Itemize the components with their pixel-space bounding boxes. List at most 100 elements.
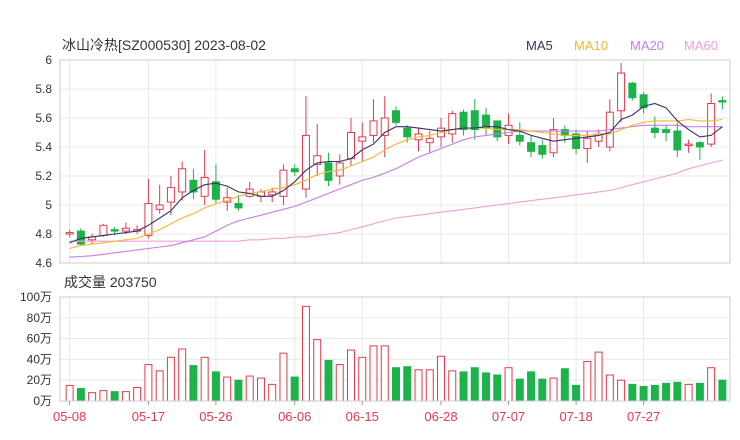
candle-down [459,111,468,131]
candle-up [178,168,187,193]
legend: MA5 MA10 MA20 MA60 [526,38,718,53]
volume-bar-up [448,370,457,402]
volume-bar-up [414,369,423,402]
ma60-line [69,159,723,242]
volume-bar-up [256,377,265,402]
volume-bar-down [470,367,479,402]
candle-down [650,127,659,133]
volume-bar-up [380,345,389,402]
volume-bar-down [493,374,502,402]
ma5-line [69,102,723,244]
candle-down [538,145,547,155]
volume-bar-down [76,388,85,402]
price-tick-label: 5.8 [35,82,52,96]
candle-down [639,94,648,109]
volume-bar-down [234,379,243,402]
date-tick-label: 05-08 [53,409,86,424]
candle-down [527,142,536,152]
volume-bar-down [662,382,671,402]
candle-down [695,142,704,148]
candle-up [268,191,277,196]
volume-bar-down [538,378,547,402]
volume-bar-up [594,351,603,402]
candle-up [223,197,232,203]
candle-down [290,168,299,173]
volume-bar-up [437,355,446,402]
candle-up [346,132,355,160]
volume-bar-up [144,364,153,402]
volume-bar-down [673,381,682,402]
volume-bar-down [392,367,400,402]
candle-down [515,134,524,142]
candle-up [301,134,310,190]
volume-bar-up [155,370,164,402]
volume-bar-up [358,356,367,402]
date-tick-label: 07-07 [492,409,525,424]
price-tick-label: 4.6 [35,256,52,270]
volume-axis-labels: 100万 80万 60万 40万 20万 0万 [20,290,52,408]
candle-down [662,129,671,134]
date-axis: 05-08 05-17 05-26 06-06 06-15 06-28 07-07 07-18… [53,401,660,424]
candle-down [470,110,479,131]
volume-bar-up [121,391,130,402]
volume-bar-down [650,384,659,402]
candle-up [358,136,367,142]
volume-bar-up [88,392,97,402]
legend-ma20: MA20 [630,38,664,53]
volume-label: 成交量 203750 [64,274,157,290]
volume-tick-label: 100万 [20,290,52,304]
candle-up [144,203,153,236]
volume-bar-up [268,383,277,402]
volume-bar-up [617,379,626,402]
candle-down [572,133,581,149]
candle-up [279,169,288,197]
candle-up [425,137,434,144]
volume-bar-up [549,377,558,402]
price-axis-labels: 6 5.8 5.6 5.4 5.2 5 4.8 4.6 [35,53,52,270]
candle-down [392,110,400,123]
volume-bar-up [504,367,513,402]
candle-down [673,130,682,151]
price-tick-label: 5.4 [35,140,52,154]
volume-bar-up [346,349,355,402]
chart-title: 冰山冷热[SZ000530] 2023-08-02 [62,37,266,53]
candle-up [684,143,693,147]
volume-bar-up [279,352,288,402]
candle-down [234,203,243,209]
volume-bar-up [605,374,614,402]
volume-bar-down [403,366,412,402]
volume-tick-label: 40万 [27,352,52,366]
volume-bar-up [335,364,344,402]
volume-bar-down [290,376,299,402]
volume-tick-label: 0万 [33,394,52,408]
date-tick-label: 06-06 [278,409,311,424]
price-tick-label: 5 [45,198,52,212]
volume-bar-up [583,360,592,402]
date-tick-label: 05-26 [199,409,232,424]
volume-bar-up [684,383,693,402]
price-tick-label: 5.6 [35,111,52,125]
legend-ma10: MA10 [574,38,608,53]
candle-down [110,229,119,232]
volume-bar-up [178,348,187,402]
volume-bar-up [313,339,322,402]
volume-bar-down [459,371,468,402]
price-tick-label: 5.2 [35,169,52,183]
volume-bar-up [200,356,209,402]
volume-bar-down [324,359,333,402]
volume-bar-up [99,390,108,402]
volume-bar-up [245,375,254,402]
candle-up [380,117,389,136]
volume-bar-down [110,391,119,402]
date-tick-label: 06-28 [424,409,457,424]
moving-averages [69,102,723,258]
candle-up [200,176,209,197]
candle-up [707,103,716,145]
candle-down [211,181,220,200]
volume-bar-up [301,305,310,402]
volume-bar-up [425,369,434,402]
candle-up [313,155,322,165]
volume-tick-label: 80万 [27,311,52,325]
price-tick-label: 4.8 [35,227,52,241]
